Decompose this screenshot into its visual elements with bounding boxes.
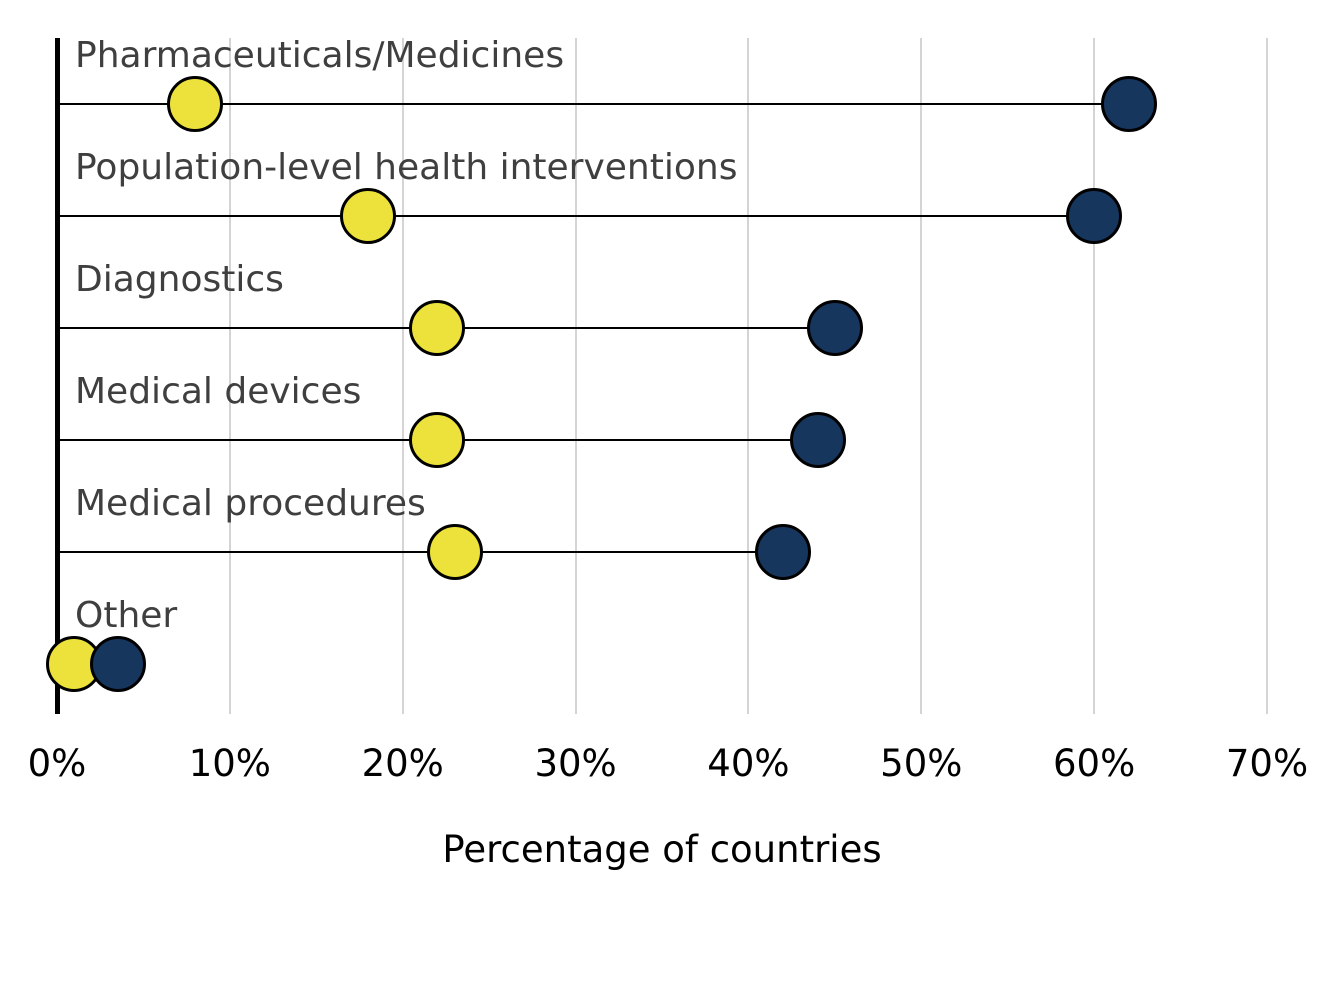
gridline — [228, 38, 231, 714]
category-label: Medical procedures — [75, 483, 426, 524]
gridline — [574, 38, 577, 714]
connector-line — [57, 214, 1095, 218]
legend: Range of benefits not defined Positive l… — [0, 900, 1334, 970]
x-tick-label: 40% — [707, 742, 790, 785]
category-label: Pharmaceuticals/Medicines — [75, 35, 565, 76]
x-tick-label: 60% — [1053, 742, 1136, 785]
dot-positive-list — [806, 300, 863, 356]
connector-line — [57, 550, 783, 554]
x-tick-label: 20% — [361, 742, 444, 785]
gridline — [401, 38, 404, 714]
gridline — [1093, 38, 1096, 714]
connector-line — [57, 102, 1129, 106]
x-tick-label: 30% — [534, 742, 617, 785]
x-axis-title: Percentage of countries — [442, 828, 882, 871]
dot-range-not-defined — [409, 412, 466, 468]
x-tick-label: 50% — [880, 742, 963, 785]
dot-positive-list — [1100, 76, 1157, 132]
dot-range-not-defined — [409, 300, 466, 356]
dot-positive-list — [789, 412, 846, 468]
gridline — [747, 38, 750, 714]
y-axis-line — [54, 38, 60, 714]
dot-range-not-defined — [167, 76, 224, 132]
gridline — [920, 38, 923, 714]
dot-positive-list — [89, 636, 146, 692]
dot-range-not-defined — [340, 188, 397, 244]
x-tick-label: 0% — [27, 742, 87, 785]
x-tick-label: 10% — [188, 742, 271, 785]
dot-positive-list — [1066, 188, 1123, 244]
category-label: Other — [75, 595, 178, 636]
x-tick-label: 70% — [1225, 742, 1309, 785]
gridline — [1266, 38, 1268, 714]
category-label: Population-level health interventions — [75, 147, 738, 188]
category-label: Medical devices — [75, 371, 362, 412]
dot-range-not-defined — [426, 524, 483, 580]
dot-positive-list — [755, 524, 811, 580]
category-label: Diagnostics — [75, 259, 284, 300]
